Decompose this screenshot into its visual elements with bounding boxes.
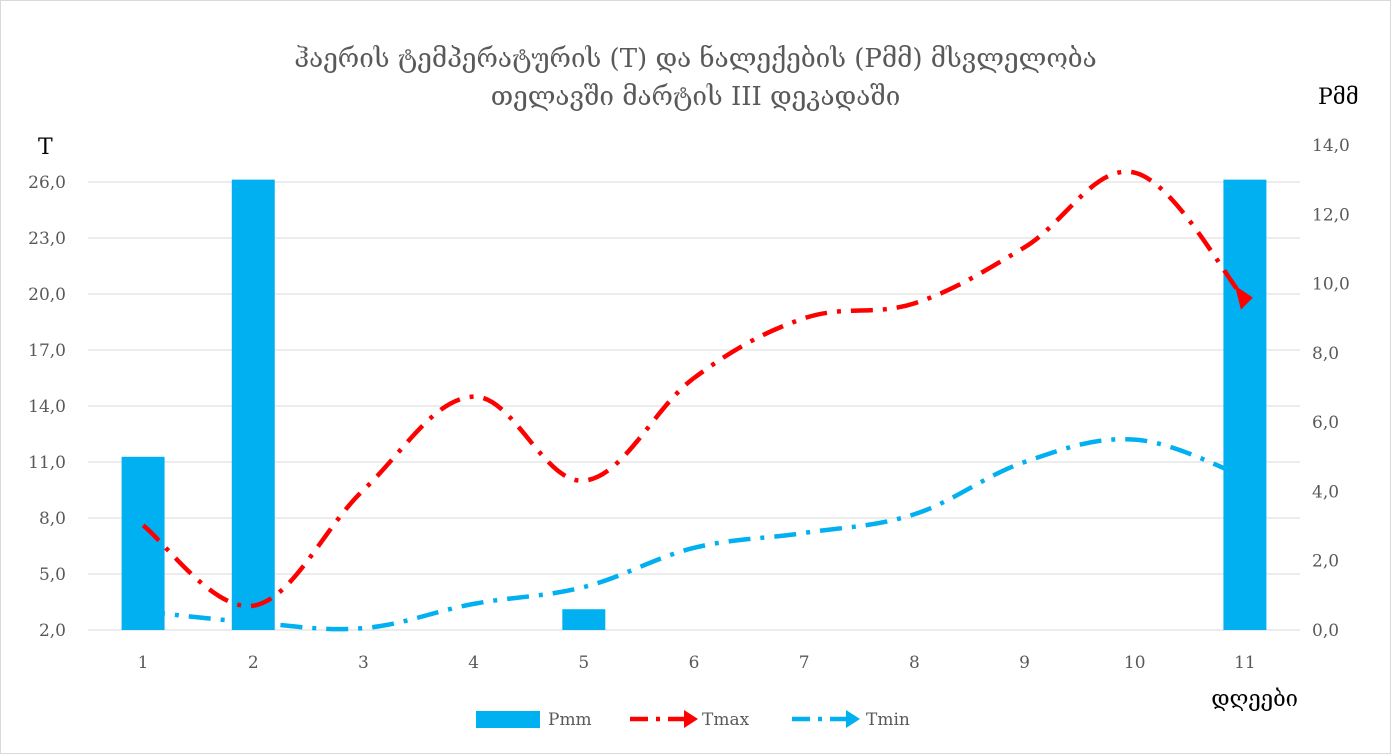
bar-pmm [1223,179,1267,630]
y-right-tick-label: 6,0 [1312,413,1339,433]
legend-label-pmm: Pmm [548,710,592,730]
x-tick-label: 9 [1019,653,1030,673]
y-right-tick-label: 14,0 [1312,136,1350,156]
y-right-tick-label: 12,0 [1312,205,1350,225]
x-tick-label: 3 [358,653,369,673]
y-right-axis-title: Pმმ [1318,85,1359,110]
y-right-tick-label: 10,0 [1312,275,1350,295]
y-left-tick-label: 5,0 [39,565,66,585]
y-left-tick-label: 8,0 [39,509,66,529]
y-left-tick-label: 14,0 [28,397,66,417]
x-axis-title: დღეები [1211,687,1298,712]
line-tmin [142,436,1246,632]
x-tick-label: 1 [138,653,149,673]
x-tick-label: 10 [1124,653,1146,673]
legend-swatch-pmm [476,711,540,728]
y-right-tick-label: 2,0 [1312,552,1339,572]
x-tick-label: 5 [578,653,589,673]
y-left-tick-label: 2,0 [39,621,66,641]
line-tmax [141,169,1247,609]
x-tick-label: 8 [909,653,920,673]
legend-arrow-tmax [684,710,698,728]
y-left-tick-label: 17,0 [28,341,66,361]
y-right-tick-label: 8,0 [1312,344,1339,364]
chart-title-line-1: ჰაერის ტემპერატურის (T) და ნალექების (Pმ… [294,44,1097,74]
y-left-axis-title: T [38,135,53,160]
chart-title-line-2: თელავში მარტის III დეკადაში [490,82,901,112]
bar-pmm [562,609,606,630]
x-tick-label: 6 [689,653,700,673]
x-tick-label: 11 [1234,653,1256,673]
x-tick-label: 2 [248,653,259,673]
y-left-tick-label: 20,0 [28,285,66,305]
x-tick-label: 4 [468,653,479,673]
tmax-end-arrow [1234,285,1253,310]
y-right-tick-label: 4,0 [1312,482,1339,502]
y-left-tick-label: 26,0 [28,173,66,193]
bar-pmm [121,456,165,630]
y-left-tick-label: 11,0 [28,453,66,473]
legend-label-tmax: Tmax [702,710,750,730]
legend-arrow-tmin [846,710,860,728]
y-left-tick-label: 23,0 [28,229,66,249]
x-tick-label: 7 [799,653,810,673]
bar-pmm [231,179,275,630]
y-right-tick-label: 0,0 [1312,621,1339,641]
legend-label-tmin: Tmin [866,710,910,730]
